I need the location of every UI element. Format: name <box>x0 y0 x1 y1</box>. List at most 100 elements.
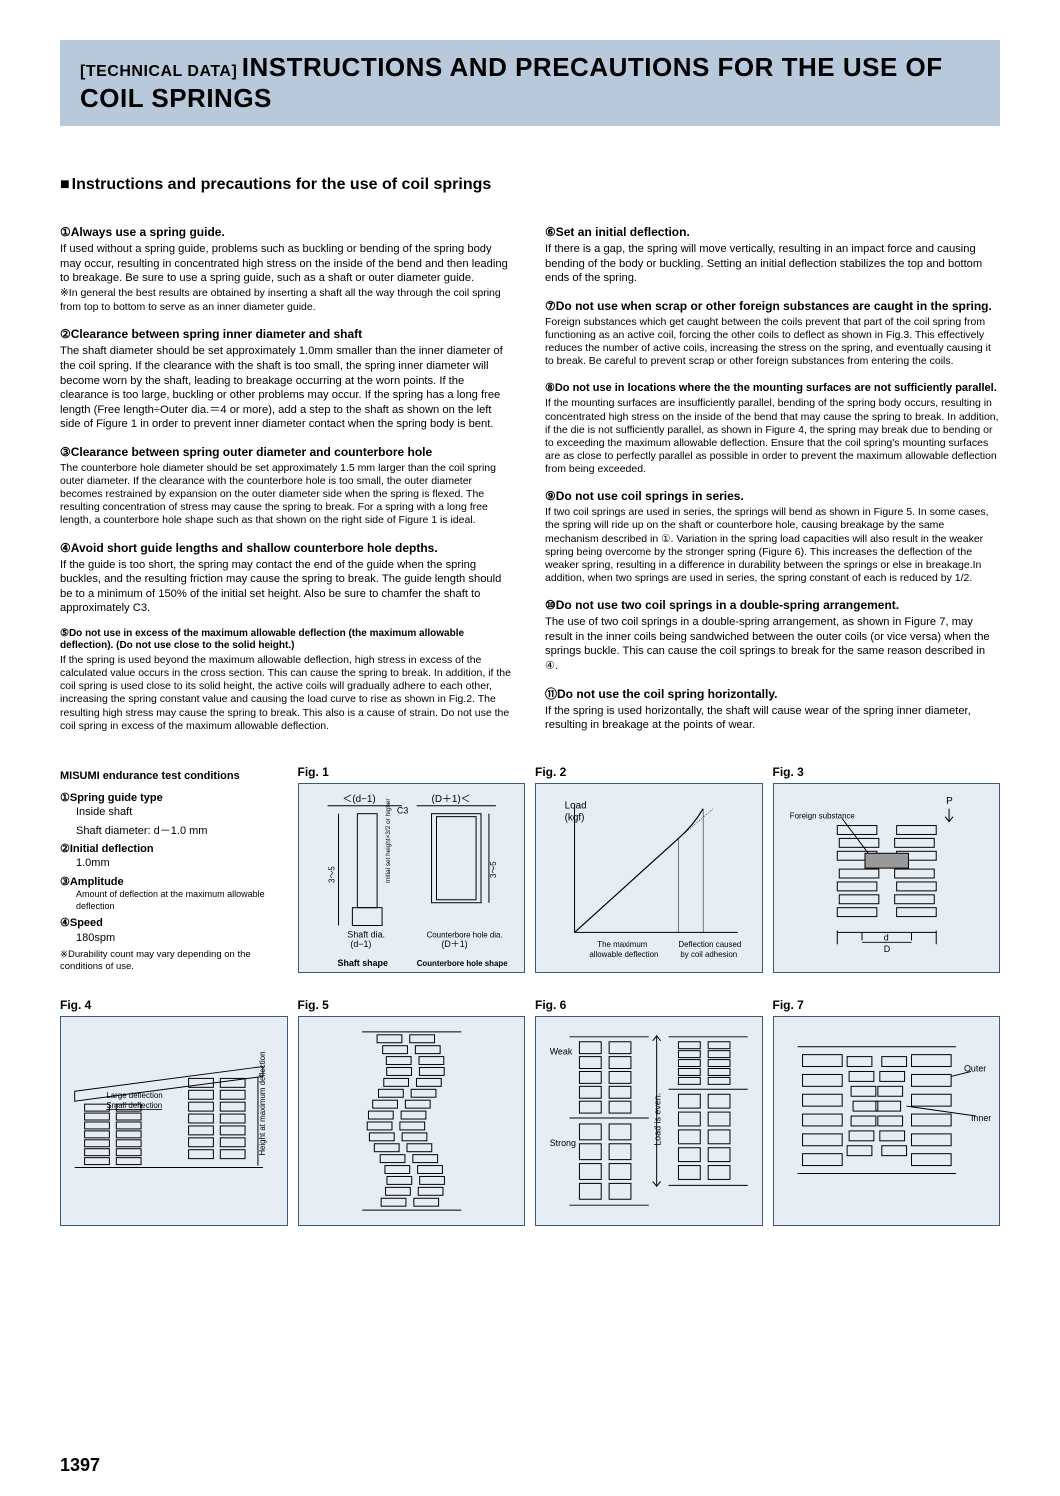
test-conditions-heading: MISUMI endurance test conditions <box>60 765 288 787</box>
svg-text:P: P <box>946 796 953 807</box>
fig-2-box: Load (kgf) The maximum allowable deflect… <box>535 783 763 973</box>
instruction-item: ②Clearance between spring inner diameter… <box>60 326 515 432</box>
svg-text:3～5: 3～5 <box>488 861 497 878</box>
svg-text:Deflection caused: Deflection caused <box>678 940 741 949</box>
fig-7-title: Fig. 7 <box>773 998 1001 1012</box>
header-bar: [TECHNICAL DATA] INSTRUCTIONS AND PRECAU… <box>60 40 1000 126</box>
item-body: If the spring is used horizontally, the … <box>545 704 1000 733</box>
svg-text:d: d <box>883 932 888 942</box>
svg-text:Counterbore hole shape: Counterbore hole shape <box>416 959 508 968</box>
item-title: ⑤Do not use in excess of the maximum all… <box>60 628 515 652</box>
svg-text:Outer: Outer <box>964 1063 986 1073</box>
figures-row-2: Fig. 4 <box>60 998 1000 1226</box>
item-body: If two coil springs are used in series, … <box>545 506 1000 585</box>
item-body: If the guide is too short, the spring ma… <box>60 558 515 616</box>
svg-text:3～5: 3～5 <box>327 865 336 882</box>
item-body: Foreign substances which get caught betw… <box>545 316 1000 369</box>
item-body: If the mounting surfaces are insufficien… <box>545 397 1000 476</box>
item-title: ③Clearance between spring outer diameter… <box>60 444 515 460</box>
instruction-item: ⑥Set an initial deflection. If there is a… <box>545 224 1000 286</box>
svg-text:allowable deflection: allowable deflection <box>589 950 658 959</box>
item-body: The shaft diameter should be set approxi… <box>60 344 515 431</box>
test-conditions-block: MISUMI endurance test conditions ①Spring… <box>60 765 288 978</box>
section-title: Instructions and precautions for the use… <box>60 176 1000 194</box>
fig-6-title: Fig. 6 <box>535 998 763 1012</box>
svg-text:Initial set height×3/2 or high: Initial set height×3/2 or higher <box>384 797 391 882</box>
fig-3-title: Fig. 3 <box>773 765 1001 779</box>
svg-text:Inner: Inner <box>970 1113 990 1123</box>
instruction-item: ⑪Do not use the coil spring horizontally… <box>545 686 1000 733</box>
item-title: ⑨Do not use coil springs in series. <box>545 488 1000 504</box>
tc-note: ※Durability count may vary depending on … <box>60 949 288 974</box>
fig-5-box <box>298 1016 526 1226</box>
instruction-item: ⑦Do not use when scrap or other foreign … <box>545 298 1000 369</box>
tc-value: Amount of deflection at the maximum allo… <box>76 889 288 912</box>
svg-text:C3: C3 <box>396 806 407 816</box>
fig-1-box: ＜(d−1) (D＋1)＜ C3 3～5 3～5 Initial set hei… <box>298 783 526 973</box>
instruction-item: ③Clearance between spring outer diameter… <box>60 444 515 528</box>
fig-2-title: Fig. 2 <box>535 765 763 779</box>
fig-3-box: P Foreign substance d <box>773 783 1001 973</box>
item-title: ④Avoid short guide lengths and shallow c… <box>60 540 515 556</box>
svg-text:Strong: Strong <box>550 1137 576 1147</box>
svg-text:＜(d−1): ＜(d−1) <box>342 794 375 805</box>
item-body: The counterbore hole diameter should be … <box>60 462 515 528</box>
fig-3-block: Fig. 3 P Foreign substance <box>773 765 1001 978</box>
item-title: ⑦Do not use when scrap or other foreign … <box>545 298 1000 314</box>
svg-text:Foreign substance: Foreign substance <box>789 811 855 820</box>
figures-row-1: MISUMI endurance test conditions ①Spring… <box>60 765 1000 978</box>
fig-6-block: Fig. 6 Weak Strong Load is even. <box>535 998 763 1226</box>
fig-7-block: Fig. 7 <box>773 998 1001 1226</box>
tc-value: Shaft diameter: d－1.0 mm <box>76 824 288 838</box>
header-tech: [TECHNICAL DATA] <box>80 63 237 80</box>
tc-value: 1.0mm <box>76 856 288 870</box>
instruction-item: ⑤Do not use in excess of the maximum all… <box>60 628 515 733</box>
item-title: ⑥Set an initial deflection. <box>545 224 1000 240</box>
svg-text:The maximum: The maximum <box>597 940 647 949</box>
fig-4-block: Fig. 4 <box>60 998 288 1226</box>
item-body: If used without a spring guide, problems… <box>60 242 515 286</box>
item-title: ⑧Do not use in locations where the the m… <box>545 381 1000 396</box>
fig-2-block: Fig. 2 Load (kgf) The maximum allowable … <box>535 765 763 978</box>
svg-text:Counterbore hole dia.: Counterbore hole dia. <box>426 930 502 939</box>
content-columns: ①Always use a spring guide. If used witho… <box>60 224 1000 745</box>
item-note: ※In general the best results are obtaine… <box>60 286 515 314</box>
tc-label: ②Initial deflection <box>60 842 288 856</box>
left-column: ①Always use a spring guide. If used witho… <box>60 224 515 745</box>
instruction-item: ⑩Do not use two coil springs in a double… <box>545 597 1000 673</box>
fig-1-block: Fig. 1 ＜(d−1) (D＋1)＜ C3 3～5 3～5 Initial … <box>298 765 526 978</box>
svg-text:Weak: Weak <box>550 1046 573 1056</box>
fig-4-title: Fig. 4 <box>60 998 288 1012</box>
right-column: ⑥Set an initial deflection. If there is a… <box>545 224 1000 745</box>
tc-sub: Inside shaft <box>76 805 288 819</box>
svg-text:Shaft shape: Shaft shape <box>337 958 387 968</box>
item-title: ⑪Do not use the coil spring horizontally… <box>545 686 1000 702</box>
fig-4-box: Large deflection Small deflection Height… <box>60 1016 288 1226</box>
tc-label: ①Spring guide type <box>60 791 288 805</box>
instruction-item: ⑧Do not use in locations where the the m… <box>545 381 1000 477</box>
svg-text:Load: Load <box>565 801 587 812</box>
svg-text:(d−1): (d−1) <box>350 939 371 949</box>
svg-text:Load is even.: Load is even. <box>653 1092 663 1145</box>
svg-text:by coil adhesion: by coil adhesion <box>680 950 737 959</box>
item-body: If there is a gap, the spring will move … <box>545 242 1000 286</box>
svg-text:Shaft dia.: Shaft dia. <box>347 929 385 939</box>
tc-value: 180spm <box>76 931 288 945</box>
fig-7-box: Outer Inner <box>773 1016 1001 1226</box>
item-title: ①Always use a spring guide. <box>60 224 515 240</box>
header-title: INSTRUCTIONS AND PRECAUTIONS FOR THE USE… <box>80 52 943 113</box>
item-title: ⑩Do not use two coil springs in a double… <box>545 597 1000 613</box>
item-body: The use of two coil springs in a double-… <box>545 615 1000 673</box>
tc-label: ④Speed <box>60 916 288 930</box>
instruction-item: ①Always use a spring guide. If used witho… <box>60 224 515 314</box>
svg-text:D: D <box>883 944 889 954</box>
svg-text:Large deflection: Large deflection <box>106 1091 162 1100</box>
item-title: ②Clearance between spring inner diameter… <box>60 326 515 342</box>
item-body: If the spring is used beyond the maximum… <box>60 654 515 733</box>
fig-6-box: Weak Strong Load is even. <box>535 1016 763 1226</box>
instruction-item: ⑨Do not use coil springs in series. If tw… <box>545 488 1000 585</box>
page-number: 1397 <box>60 1455 100 1476</box>
svg-text:Height at maximum deflection: Height at maximum deflection <box>258 1051 267 1155</box>
svg-text:Small deflection: Small deflection <box>106 1101 162 1110</box>
tc-label: ③Amplitude <box>60 875 288 889</box>
